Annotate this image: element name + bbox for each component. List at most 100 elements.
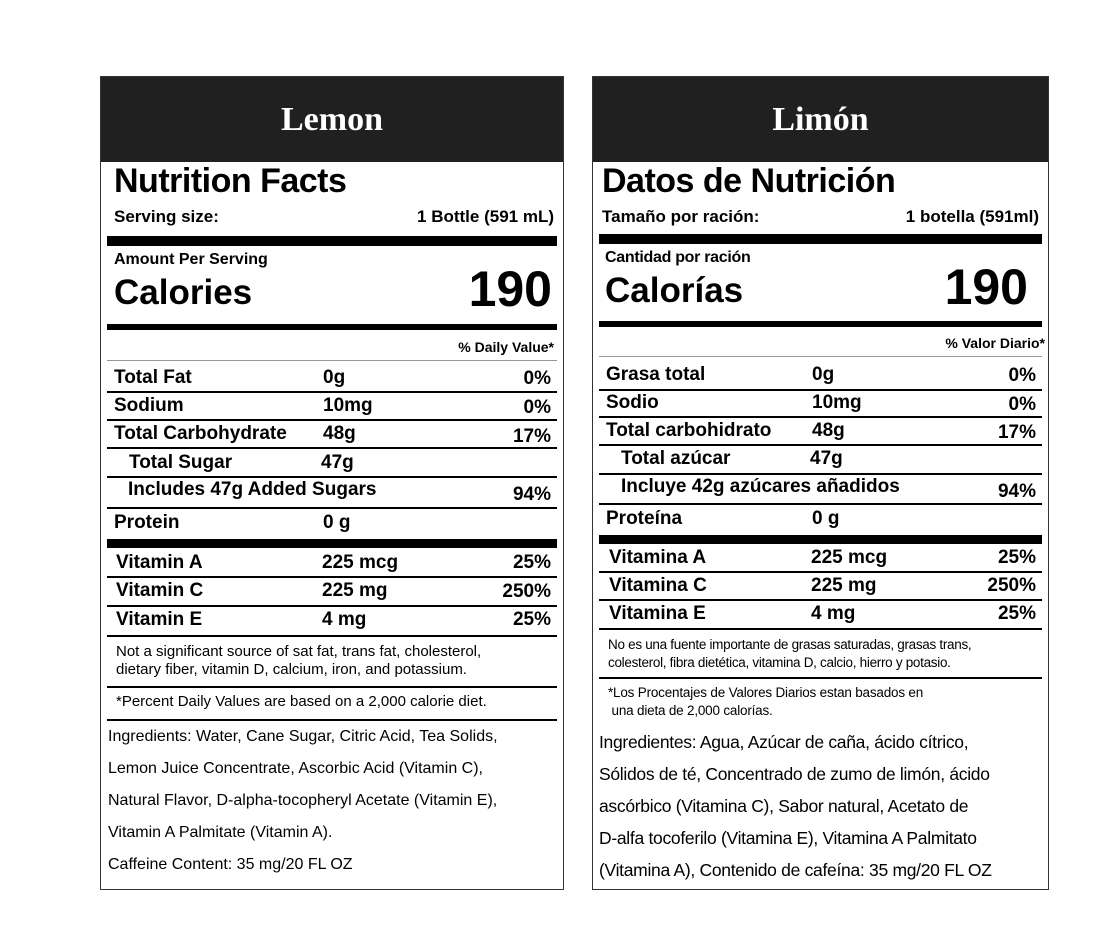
nutrient-dv: 0%	[523, 368, 551, 389]
divider	[107, 605, 557, 607]
serving-size-label: Serving size:	[114, 207, 219, 226]
medium-divider	[599, 321, 1042, 327]
serving-size-value: 1 Bottle (591 mL)	[417, 207, 554, 226]
not-significant-note: dietary fiber, vitamin D, calcium, iron,…	[116, 661, 467, 678]
nutrient-name: Total azúcar	[621, 448, 731, 469]
nutrient-dv: 0%	[523, 397, 551, 418]
nutrient-name: Total Fat	[114, 367, 192, 388]
daily-value-footnote: una dieta de 2,000 calorías.	[608, 703, 773, 718]
divider	[599, 389, 1042, 391]
divider	[599, 503, 1042, 505]
not-significant-note: No es una fuente importante de grasas sa…	[608, 637, 972, 652]
vitamin-dv: 25%	[997, 547, 1036, 568]
vitamin-name: Vitamina C	[609, 575, 707, 596]
vitamin-dv: 25%	[512, 552, 551, 573]
divider	[107, 391, 557, 393]
amount-per-serving: Cantidad por ración	[605, 249, 751, 266]
divider	[599, 416, 1042, 418]
ingredients-line: Ingredientes: Agua, Azúcar de caña, ácid…	[599, 732, 969, 752]
nutrient-amount: 48g	[812, 420, 845, 441]
vitamin-amount: 225 mg	[811, 575, 877, 596]
ingredients-line: Natural Flavor, D-alpha-tocopheryl Aceta…	[108, 792, 498, 809]
flavor-title: Lemon	[281, 100, 383, 138]
vitamin-name: Vitamin C	[116, 580, 204, 601]
nutrition-label-spanish: Limón Datos de Nutrición Tamaño por raci…	[592, 76, 1049, 890]
not-significant-note: colesterol, fibra dietética, vitamina D,…	[608, 655, 951, 670]
divider	[107, 507, 557, 509]
vitamin-amount: 4 mg	[811, 603, 856, 624]
nutrient-amount: 10mg	[812, 392, 862, 413]
divider	[599, 599, 1042, 601]
medium-divider	[107, 324, 557, 330]
vitamin-dv: 25%	[997, 603, 1036, 624]
flavor-header: Lemon	[101, 77, 563, 162]
thick-divider	[107, 539, 557, 548]
ingredients-line: Lemon Juice Concentrate, Ascorbic Acid (…	[108, 760, 483, 777]
divider	[107, 447, 557, 449]
vitamin-name: Vitamin A	[116, 552, 203, 573]
calories-value: 190	[468, 261, 552, 317]
divider	[107, 635, 557, 637]
ingredients-line: Ingredients: Water, Cane Sugar, Citric A…	[108, 728, 498, 745]
vitamin-amount: 225 mcg	[322, 552, 399, 573]
nutrient-name: Sodium	[114, 395, 184, 416]
vitamin-name: Vitamina A	[609, 547, 707, 568]
divider	[599, 677, 1042, 679]
nutrient-dv: 0%	[1008, 365, 1036, 386]
nutrient-amount: 0 g	[812, 508, 840, 529]
nutrient-name: Protein	[114, 512, 180, 533]
nutrient-amount: 0g	[812, 364, 835, 385]
daily-value-footnote: *Percent Daily Values are based on a 2,0…	[116, 693, 487, 710]
divider	[599, 356, 1042, 357]
nutrient-name: Total Sugar	[129, 452, 233, 473]
vitamin-dv: 250%	[502, 581, 551, 602]
daily-value-footnote: *Los Procentajes de Valores Diarios esta…	[608, 685, 924, 700]
ingredients-line: D-alfa tocoferilo (Vitamina E), Vitamina…	[599, 828, 977, 848]
divider	[599, 628, 1042, 630]
thick-divider	[107, 236, 557, 246]
ingredients-list: Ingredientes: Agua, Azúcar de caña, ácid…	[599, 726, 1049, 886]
nutrient-dv: 94%	[512, 484, 551, 505]
ingredients-line: Vitamin A Palmitate (Vitamin A).	[108, 824, 333, 841]
vitamin-dv: 25%	[512, 609, 551, 630]
divider	[107, 476, 557, 478]
nutrient-amount: 10mg	[323, 395, 373, 416]
divider	[107, 360, 557, 361]
nutrition-facts-title: Nutrition Facts	[114, 162, 347, 200]
nutrient-name: Sodio	[606, 392, 659, 413]
divider	[107, 719, 557, 721]
nutrient-amount: 47g	[321, 452, 354, 473]
daily-value-header: % Daily Value*	[458, 339, 554, 355]
vitamin-name: Vitamina E	[609, 603, 706, 624]
nutrient-name: Includes 47g Added Sugars	[128, 479, 377, 500]
ingredients-list: Ingredients: Water, Cane Sugar, Citric A…	[108, 721, 548, 881]
nutrient-dv: 17%	[512, 426, 551, 447]
calories-label: Calories	[114, 273, 253, 312]
calories-label: Calorías	[605, 271, 744, 310]
vitamin-name: Vitamin E	[116, 609, 203, 630]
vitamin-dv: 250%	[987, 575, 1036, 596]
nutrient-dv: 94%	[997, 481, 1036, 502]
nutrient-amount: 47g	[810, 448, 843, 469]
not-significant-note: Not a significant source of sat fat, tra…	[116, 643, 482, 660]
divider	[107, 686, 557, 688]
nutrient-name: Proteína	[606, 508, 683, 529]
flavor-title: Limón	[772, 100, 869, 138]
caffeine-content: (Vitamina A), Contenido de cafeína: 35 m…	[599, 860, 992, 880]
divider	[107, 576, 557, 578]
nutrient-amount: 0 g	[323, 512, 351, 533]
nutrient-dv: 17%	[997, 422, 1036, 443]
nutrient-amount: 0g	[323, 367, 346, 388]
divider	[599, 571, 1042, 573]
serving-size-label: Tamaño por ración:	[602, 207, 760, 226]
vitamin-amount: 225 mcg	[811, 547, 888, 568]
nutrient-amount: 48g	[323, 423, 356, 444]
ingredients-line: Sólidos de té, Concentrado de zumo de li…	[599, 764, 990, 784]
ingredients-line: ascórbico (Vitamina C), Sabor natural, A…	[599, 796, 969, 816]
caffeine-content: Caffeine Content: 35 mg/20 FL OZ	[108, 856, 353, 873]
nutrient-dv: 0%	[1008, 394, 1036, 415]
calories-value: 190	[944, 259, 1028, 315]
nutrition-facts-title: Datos de Nutrición	[602, 162, 896, 200]
thick-divider	[599, 234, 1042, 244]
thick-divider	[599, 535, 1042, 544]
